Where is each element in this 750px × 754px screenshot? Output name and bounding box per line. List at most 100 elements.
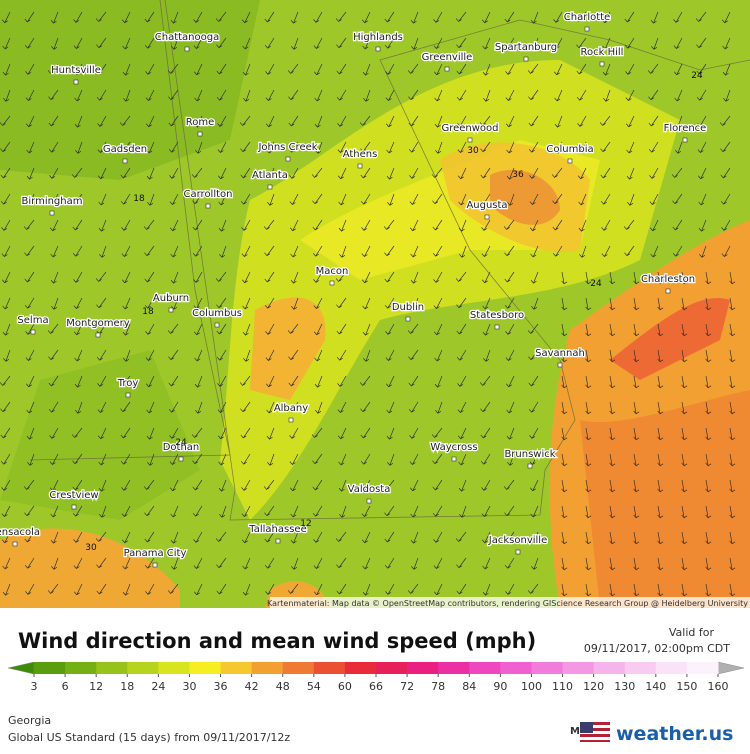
wind-arrow	[603, 89, 611, 102]
wind-arrow	[729, 557, 736, 571]
wind-arrow	[121, 505, 131, 518]
wind-arrow	[705, 531, 712, 545]
wind-arrow	[146, 427, 155, 440]
wind-arrow	[384, 531, 395, 543]
wind-arrow	[648, 89, 659, 101]
wind-arrow	[72, 193, 83, 205]
wind-arrow	[585, 531, 592, 545]
wind-arrow	[96, 297, 107, 309]
wind-arrow	[48, 401, 59, 413]
wind-arrow	[217, 141, 227, 154]
wind-arrow	[432, 193, 443, 205]
wind-arrow	[482, 583, 491, 596]
wind-arrow	[241, 245, 251, 258]
wind-arrow	[218, 219, 227, 232]
wind-arrow	[657, 479, 664, 493]
wind-arrow	[194, 89, 203, 102]
region: Georgia	[8, 714, 51, 727]
wind-arrow	[241, 479, 251, 491]
wind-arrow	[313, 297, 323, 310]
legend-title: Wind direction and mean wind speed (mph)	[18, 629, 536, 653]
wind-arrow	[98, 479, 107, 492]
wind-arrow	[1, 505, 11, 518]
wind-arrow	[553, 11, 563, 23]
wind-arrow	[0, 141, 11, 153]
wind-arrow	[434, 375, 443, 388]
wind-arrow	[609, 531, 616, 545]
wind-arrow	[705, 479, 712, 493]
city-label: Greenville	[422, 52, 473, 63]
wind-arrow	[335, 11, 347, 22]
wind-arrow	[633, 349, 640, 363]
city-label: Waycross	[430, 442, 477, 453]
wind-arrow	[457, 141, 467, 154]
wind-arrow	[729, 375, 736, 389]
wind-arrow	[336, 557, 347, 569]
wind-arrow	[561, 583, 568, 597]
wind-arrow	[265, 89, 275, 102]
wind-arrow	[506, 401, 515, 414]
flag-icon	[580, 722, 610, 742]
wind-arrow	[383, 479, 395, 490]
wind-arrow	[241, 271, 251, 284]
wind-arrow	[215, 531, 227, 542]
scale-tick-label: 60	[338, 680, 352, 693]
city-marker	[665, 288, 671, 294]
wind-arrow	[25, 323, 35, 335]
wind-arrow	[609, 323, 616, 337]
wind-arrow	[561, 453, 568, 467]
wind-arrow	[729, 453, 736, 467]
wind-arrow	[217, 427, 227, 440]
wind-arrow	[675, 141, 683, 154]
wind-arrow	[483, 349, 491, 362]
scale-segment	[34, 662, 66, 674]
wind-arrow	[657, 453, 664, 467]
wind-arrow	[529, 219, 539, 232]
wind-arrow	[681, 505, 688, 519]
wind-arrow	[314, 89, 323, 102]
wind-arrow	[194, 349, 203, 362]
wind-arrow	[481, 271, 491, 284]
wind-arrow	[624, 37, 635, 49]
wind-arrow	[0, 453, 11, 465]
wind-arrow	[3, 349, 11, 362]
wind-arrow	[672, 245, 683, 257]
wind-arrow	[609, 453, 616, 467]
wind-arrow	[171, 297, 179, 310]
scale-tick-label: 54	[307, 680, 321, 693]
wind-arrow	[504, 557, 515, 569]
wind-arrow	[313, 37, 323, 50]
wind-arrow	[359, 375, 371, 386]
scale-tick-label: 24	[151, 680, 165, 693]
city-label: Macon	[316, 266, 349, 277]
wind-arrow	[625, 63, 635, 75]
wind-arrow	[386, 427, 395, 440]
wind-arrow	[609, 583, 616, 597]
wind-arrow	[265, 375, 275, 388]
wind-arrow	[120, 141, 131, 153]
wind-arrow	[479, 375, 491, 386]
wind-arrow	[1, 479, 11, 491]
wind-arrow	[528, 89, 539, 101]
wind-arrow	[264, 37, 275, 49]
scale-tick-label: 36	[214, 680, 228, 693]
wind-arrow	[216, 349, 227, 361]
wind-arrow	[218, 479, 227, 492]
wind-arrow	[216, 557, 227, 569]
wind-arrow	[410, 531, 419, 544]
wind-arrow	[336, 583, 347, 595]
city-label: Spartanburg	[495, 42, 557, 53]
wind-arrow	[264, 531, 275, 543]
city-marker	[178, 456, 184, 462]
city-marker	[366, 498, 372, 504]
wind-arrow	[336, 37, 347, 49]
wind-arrow	[73, 271, 83, 283]
wind-arrow	[649, 167, 659, 179]
wind-arrow	[264, 271, 275, 283]
wind-arrow	[729, 583, 736, 597]
wind-arrow	[144, 557, 155, 569]
scale-segment	[407, 662, 439, 674]
wind-arrow	[0, 375, 11, 386]
wind-arrow	[649, 219, 659, 232]
wind-arrow	[681, 479, 688, 493]
